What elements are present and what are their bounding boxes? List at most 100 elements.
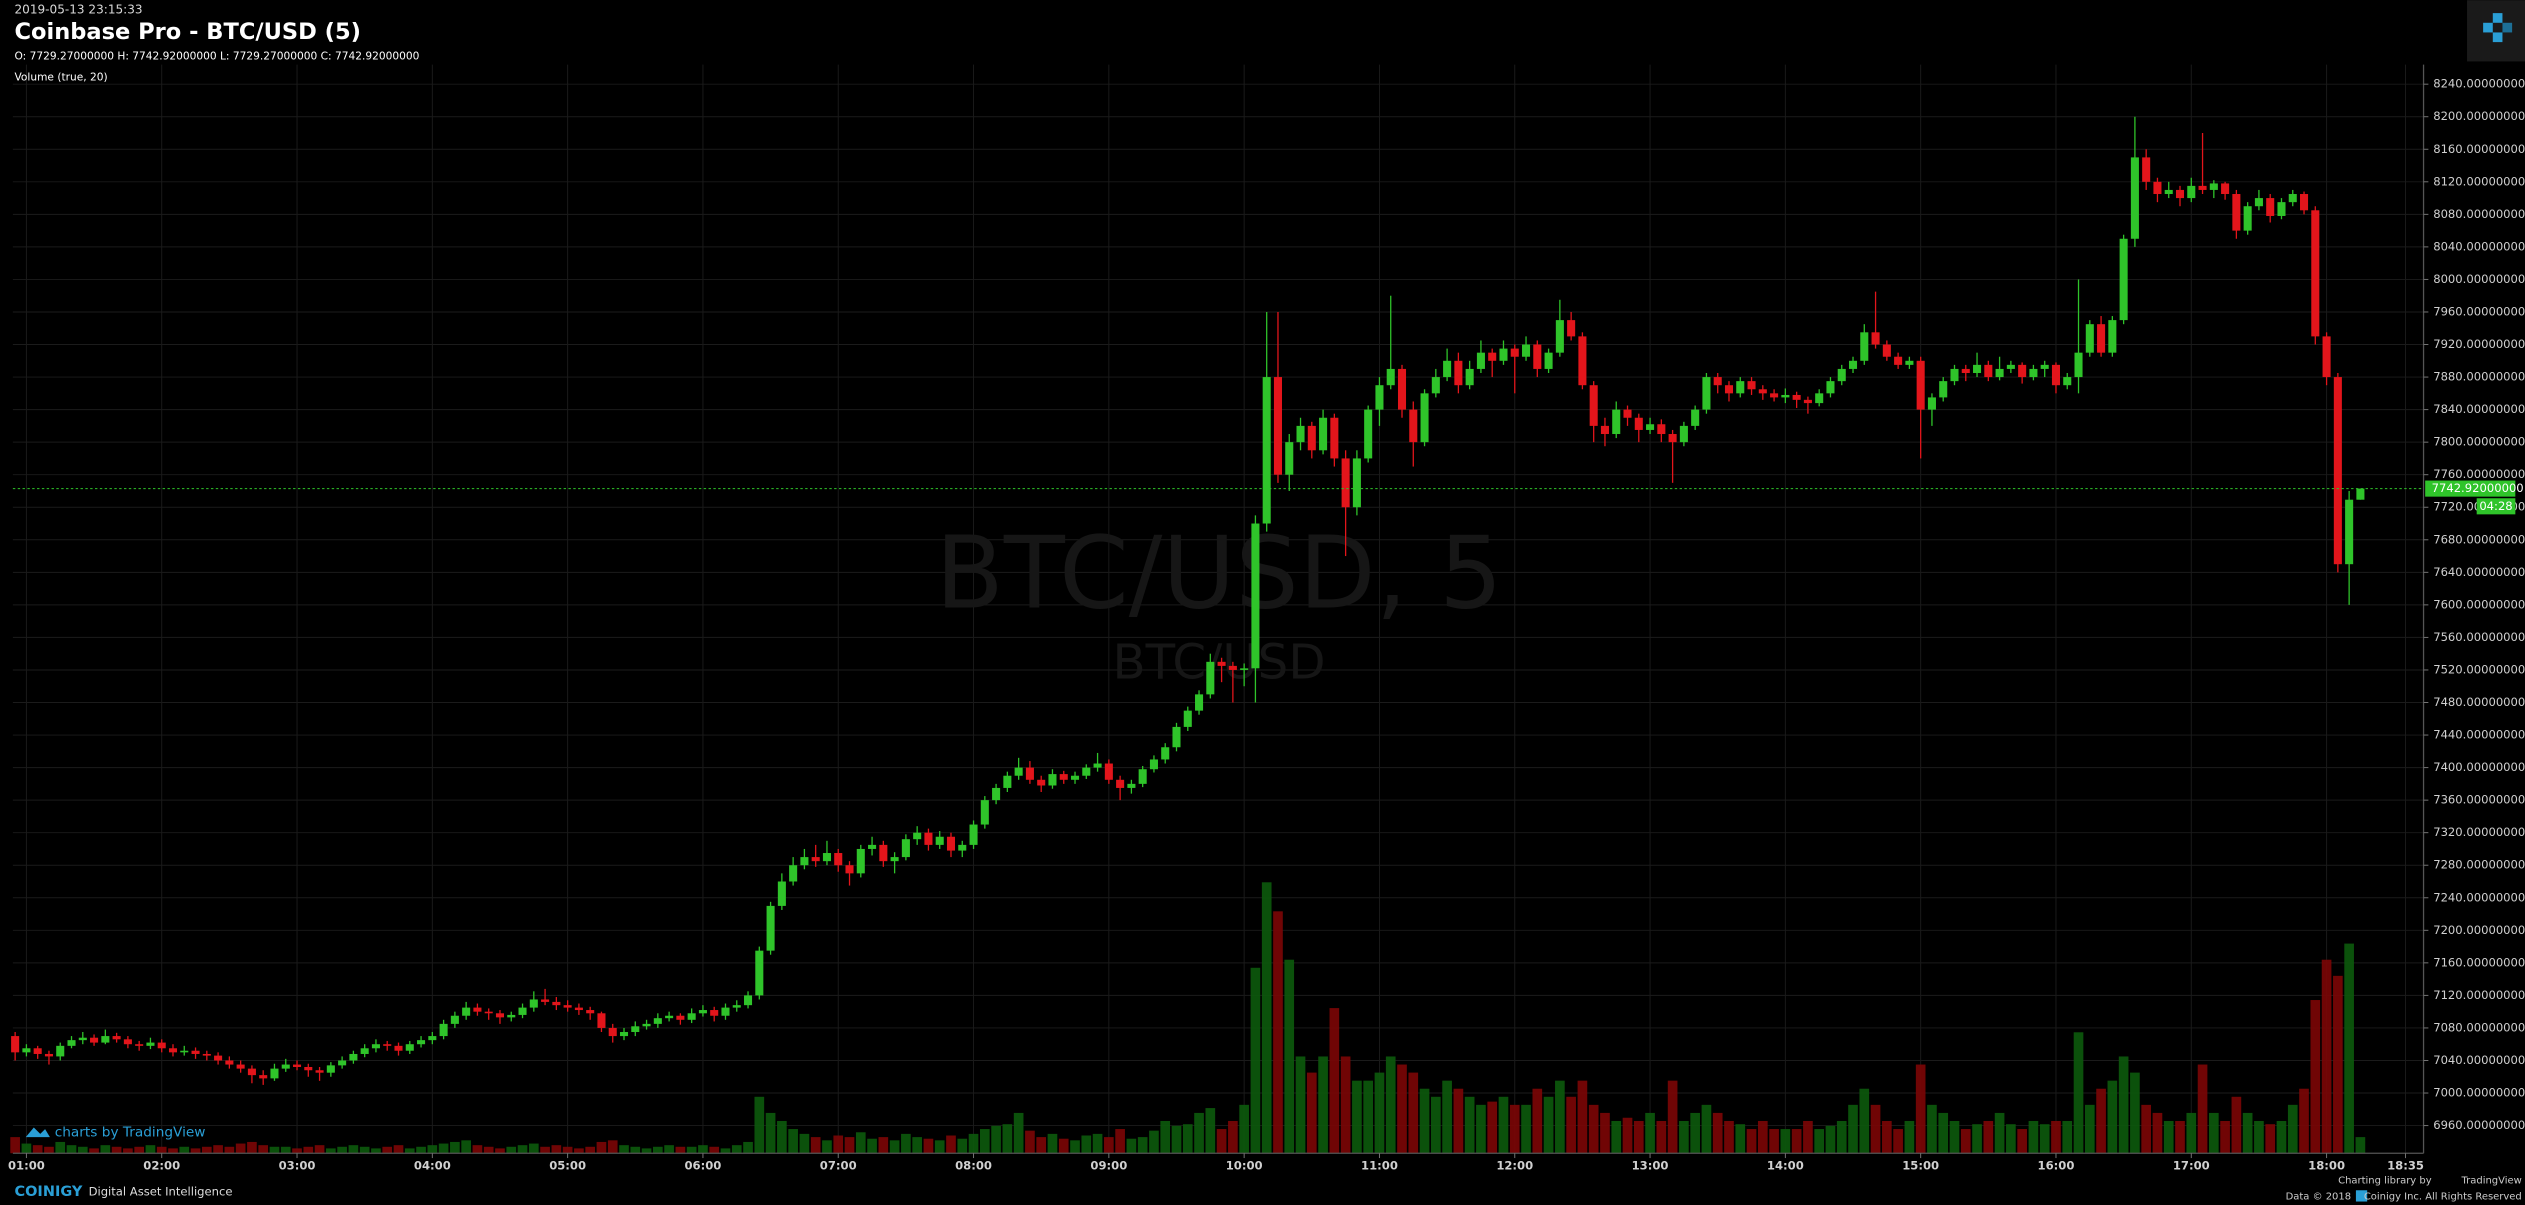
candle-body	[1251, 523, 1260, 669]
volume-bar	[100, 1145, 111, 1154]
volume-bar	[1036, 1137, 1047, 1154]
volume-bar	[1295, 1056, 1306, 1154]
x-tick-label: 06:00	[685, 1159, 722, 1173]
candle-body	[1826, 381, 1835, 394]
candle-body	[214, 1055, 223, 1061]
candle-body	[868, 844, 877, 849]
volume-bar	[1679, 1120, 1689, 1154]
candle-body	[529, 999, 538, 1008]
candle-body	[665, 1015, 674, 1019]
y-tick-label: 7800.00000000	[2433, 435, 2525, 449]
candle-body	[913, 832, 922, 840]
y-tick-label: 7640.00000000	[2433, 565, 2525, 579]
candle-body	[2153, 181, 2162, 195]
grid	[12, 64, 2424, 1154]
volume-bar	[44, 1146, 54, 1154]
volume-bar	[1893, 1129, 1903, 1154]
candle-body	[1657, 424, 1666, 435]
volume-bar	[1836, 1120, 1847, 1154]
candle-body	[1082, 767, 1091, 776]
candle-body	[473, 1007, 482, 1012]
volume-bar	[2299, 1088, 2309, 1154]
volume-bar	[461, 1140, 471, 1154]
volume-bar	[1555, 1080, 1565, 1154]
candle-body	[518, 1007, 527, 1015]
volume-bar	[1250, 967, 1261, 1154]
candle-body	[1916, 360, 1925, 410]
candle-body	[462, 1007, 471, 1016]
tradingview-badge[interactable]: charts by TradingView	[55, 1124, 206, 1140]
candle-body	[2300, 194, 2309, 211]
candle-body	[1454, 360, 1463, 386]
candle-body	[2130, 157, 2139, 239]
candle-body	[766, 905, 775, 951]
candle-body	[1634, 417, 1643, 430]
candle-body	[1848, 360, 1858, 369]
brand[interactable]: COINIGY	[14, 1184, 82, 1200]
volume-bar	[2039, 1124, 2050, 1154]
candle-body	[2311, 210, 2320, 337]
candle-body	[360, 1048, 369, 1054]
volume-bar	[1002, 1124, 1013, 1154]
candle-body	[980, 800, 989, 825]
logo-block	[2492, 32, 2503, 43]
volume-bar	[2028, 1120, 2039, 1154]
candle-body	[2322, 336, 2331, 378]
volume-bar	[1690, 1112, 1700, 1154]
y-tick-label: 8160.00000000	[2433, 142, 2525, 156]
volume-bar	[2208, 1112, 2219, 1154]
volume-bar	[483, 1146, 494, 1154]
volume-bar	[1081, 1135, 1092, 1154]
volume-bar	[1938, 1112, 1949, 1154]
volume-bar	[89, 1148, 99, 1154]
candle-body	[1025, 767, 1034, 780]
volume-bar	[2084, 1104, 2095, 1154]
candle-body	[1894, 356, 1903, 365]
volume-bar	[1273, 911, 1283, 1154]
candle-body	[1668, 434, 1677, 443]
candle-body	[1296, 425, 1305, 443]
candle-body	[1014, 767, 1023, 776]
volume-bar	[686, 1146, 697, 1154]
y-tick-label: 7600.00000000	[2433, 597, 2525, 611]
candle-body	[281, 1064, 290, 1069]
candle-body	[901, 839, 910, 858]
y-tick-label: 7080.00000000	[2433, 1020, 2525, 1034]
volume-bar	[1025, 1130, 1035, 1154]
y-tick-label: 7120.00000000	[2433, 988, 2525, 1002]
candle-body	[946, 836, 956, 851]
x-tick-label: 18:00	[2308, 1159, 2345, 1173]
x-tick-label: 03:00	[279, 1159, 316, 1173]
volume-bar	[1318, 1056, 1328, 1154]
volume-bar	[1385, 1056, 1396, 1154]
volume-bar	[1577, 1080, 1588, 1154]
candle-body	[732, 1005, 741, 1008]
candle-body	[1330, 417, 1339, 459]
y-tick-label: 8040.00000000	[2433, 239, 2525, 253]
x-tick-label: 11:00	[1361, 1159, 1398, 1173]
candle-body	[2209, 183, 2218, 190]
volume-bar	[2310, 1000, 2321, 1154]
candle-body	[1172, 726, 1181, 748]
volume-bar	[1746, 1129, 1757, 1154]
volume-bar	[1712, 1112, 1723, 1154]
candle-body	[1499, 348, 1508, 361]
candle-body	[1420, 393, 1429, 443]
volume-bar	[731, 1145, 742, 1154]
y-tick-label: 7240.00000000	[2433, 890, 2525, 904]
volume-bar	[1791, 1129, 1802, 1154]
volume-bar	[292, 1148, 302, 1154]
coinigy-icon	[2355, 1190, 2368, 1202]
candle-body	[2277, 202, 2286, 216]
logo	[2467, 0, 2525, 62]
candle-body	[2243, 206, 2252, 231]
volume-bar	[1667, 1080, 1678, 1154]
candle-body	[417, 1040, 426, 1045]
watermark: BTC/USD, 5	[935, 514, 1502, 631]
charting-library: Charting library by	[2338, 1176, 2432, 1187]
tradingview-link[interactable]: TradingView	[2461, 1176, 2522, 1187]
volume-bar	[1464, 1096, 1475, 1154]
volume-bar	[2073, 1032, 2084, 1154]
volume-bar	[1566, 1096, 1576, 1154]
candle-body	[1476, 352, 1485, 369]
